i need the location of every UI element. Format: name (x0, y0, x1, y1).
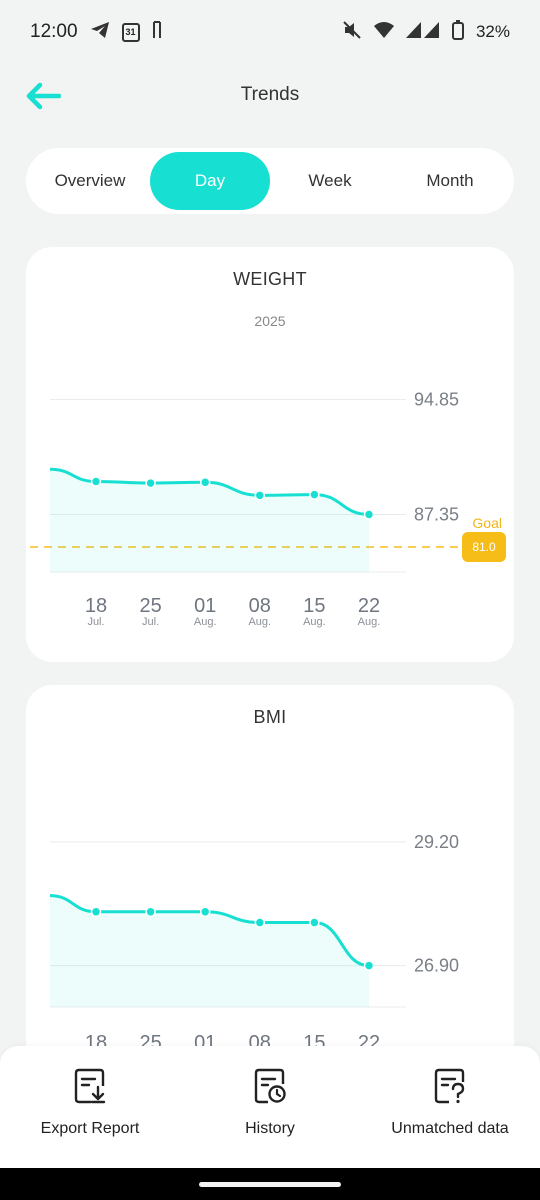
signal-icon (405, 21, 440, 43)
bmi-title: BMI (253, 707, 287, 727)
weight-point (145, 477, 156, 489)
telegram-icon (90, 21, 110, 44)
tab-week[interactable]: Week (308, 171, 352, 190)
mute-icon (342, 20, 362, 44)
export-report-icon (74, 1068, 106, 1104)
export-report-label: Export Report (40, 1120, 140, 1137)
weight-title: WEIGHT (233, 269, 307, 289)
weight-x-month-label: Aug. (303, 616, 326, 628)
bmi-point (309, 917, 320, 928)
battery-icon (451, 19, 464, 45)
weight-point (363, 509, 375, 520)
weight-y-tick-label: 87.35 (414, 505, 459, 525)
weight-point (309, 489, 320, 500)
weight-x-month-label: Aug. (194, 616, 217, 628)
bmi-point (145, 906, 156, 918)
bmi-y-tick-label: 29.20 (414, 832, 459, 852)
tab-month[interactable]: Month (426, 171, 474, 190)
status-left: 12:00 31 (30, 20, 162, 45)
weight-card: 94.85 87.35 18 25 01 08 15 22 Jul. Jul. Aug. Aug. Au… (26, 247, 514, 662)
system-nav-bar (0, 1168, 540, 1200)
weight-point (199, 477, 211, 488)
weight-x-tick-label: 18 (85, 595, 107, 617)
weight-x-month-label: Jul. (142, 616, 159, 628)
notification-icon (152, 20, 162, 45)
history-button[interactable]: History (180, 1046, 360, 1168)
battery-percentage: 32% (475, 22, 510, 41)
goal-value-badge: 81.0 (462, 532, 506, 562)
history-icon (254, 1068, 286, 1104)
bmi-y-tick-label: 26.90 (414, 956, 459, 976)
tab-overview[interactable]: Overview (54, 171, 126, 190)
calendar-day: 31 (125, 27, 136, 37)
home-handle[interactable] (199, 1182, 341, 1187)
history-label: History (245, 1120, 295, 1137)
weight-x-month-label: Jul. (87, 616, 104, 628)
weight-x-tick-label: 15 (303, 595, 325, 617)
unmatched-data-icon (434, 1068, 465, 1104)
weight-y-tick-label: 94.85 (414, 390, 459, 410)
unmatched-data-label: Unmatched data (391, 1120, 509, 1137)
status-right: 32% (342, 19, 510, 45)
weight-x-month-label: Aug. (358, 616, 381, 628)
arrow-left-icon (26, 82, 61, 110)
bmi-point (199, 906, 211, 918)
app-bar: Trends (0, 64, 540, 128)
weight-x-tick-label: 22 (358, 595, 380, 617)
unmatched-data-button[interactable]: Unmatched data (360, 1046, 540, 1168)
goal-label: Goal (472, 515, 502, 531)
bmi-point (363, 960, 375, 971)
back-button[interactable] (22, 78, 64, 114)
tab-day[interactable]: Day (150, 152, 270, 210)
weight-x-tick-label: 08 (249, 595, 271, 617)
page-title: Trends (240, 84, 300, 105)
status-bar: 12:00 31 32% (0, 0, 540, 64)
bottom-action-bar: Export Report History Unmatched data (0, 1046, 540, 1168)
status-time: 12:00 (30, 21, 78, 42)
weight-x-tick-label: 25 (139, 595, 161, 617)
weight-year: 2025 (254, 313, 286, 329)
weight-point (254, 490, 266, 501)
bmi-point (254, 917, 266, 928)
export-report-button[interactable]: Export Report (0, 1046, 180, 1168)
period-tabs: Overview Day Week Month (26, 148, 514, 214)
calendar-icon: 31 (121, 22, 140, 42)
bmi-card: 29.20 26.90 18 25 01 08 15 22 BMI (26, 685, 514, 1085)
wifi-icon (373, 21, 394, 43)
weight-x-month-label: Aug. (248, 616, 271, 628)
bmi-point (90, 906, 102, 918)
weight-chart: 94.85 87.35 18 25 01 08 15 22 Jul. Jul. Aug. Aug. Au… (30, 390, 466, 628)
weight-point (90, 476, 102, 487)
weight-x-tick-label: 01 (194, 595, 216, 617)
